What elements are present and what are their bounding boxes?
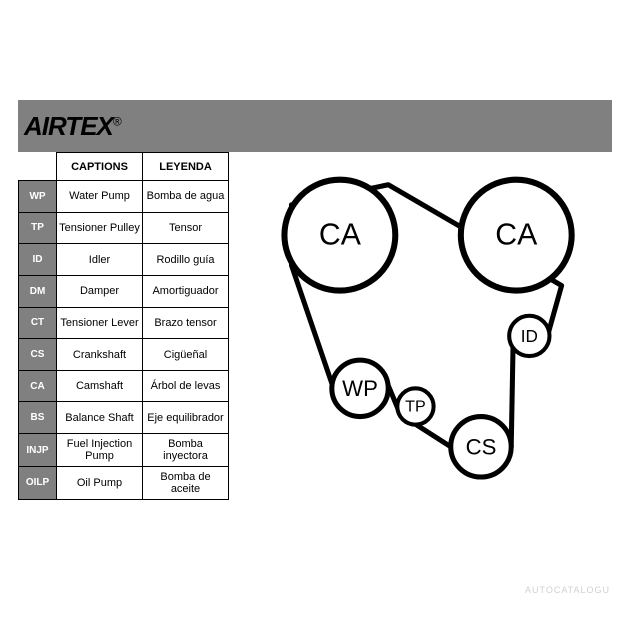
row-code: TP xyxy=(19,212,57,244)
table-row: TPTensioner PulleyTensor xyxy=(19,212,229,244)
row-caption: Balance Shaft xyxy=(57,402,143,434)
table-row: IDIdlerRodillo guía xyxy=(19,244,229,276)
table-row: CSCrankshaftCigüeñal xyxy=(19,339,229,371)
row-leyenda: Rodillo guía xyxy=(143,244,229,276)
row-code: OILP xyxy=(19,466,57,499)
row-caption: Tensioner Lever xyxy=(57,307,143,339)
captions-table: CAPTIONS LEYENDA WPWater PumpBomba de ag… xyxy=(18,152,229,500)
pulley-label-cs: CS xyxy=(466,434,497,459)
row-leyenda: Eje equilibrador xyxy=(143,402,229,434)
row-code: BS xyxy=(19,402,57,434)
row-leyenda: Brazo tensor xyxy=(143,307,229,339)
watermark: AUTOCATALOGU xyxy=(525,585,610,595)
table-row: INJPFuel Injection PumpBomba inyectora xyxy=(19,434,229,467)
row-leyenda: Tensor xyxy=(143,212,229,244)
row-caption: Idler xyxy=(57,244,143,276)
belt-diagram: CA CA ID WP TP CS xyxy=(229,152,612,500)
pulley-label-id: ID xyxy=(521,326,538,346)
diagram-svg: CA CA ID WP TP CS xyxy=(229,152,612,500)
row-code: INJP xyxy=(19,434,57,467)
header-captions: CAPTIONS xyxy=(57,153,143,181)
row-leyenda: Árbol de levas xyxy=(143,370,229,402)
table-row: WPWater PumpBomba de agua xyxy=(19,181,229,213)
row-caption: Fuel Injection Pump xyxy=(57,434,143,467)
row-caption: Tensioner Pulley xyxy=(57,212,143,244)
header-leyenda: LEYENDA xyxy=(143,153,229,181)
row-leyenda: Bomba de aceite xyxy=(143,466,229,499)
pulley-label-ca: CA xyxy=(319,219,362,252)
row-caption: Water Pump xyxy=(57,181,143,213)
row-leyenda: Amortiguador xyxy=(143,275,229,307)
row-leyenda: Bomba inyectora xyxy=(143,434,229,467)
row-leyenda: Cigüeñal xyxy=(143,339,229,371)
row-caption: Camshaft xyxy=(57,370,143,402)
row-caption: Damper xyxy=(57,275,143,307)
brand-logo: AIRTEX® xyxy=(24,111,121,142)
table-row: BSBalance ShaftEje equilibrador xyxy=(19,402,229,434)
registered-mark: ® xyxy=(113,114,121,128)
row-caption: Crankshaft xyxy=(57,339,143,371)
row-code: ID xyxy=(19,244,57,276)
header-blank xyxy=(19,153,57,181)
pulley-label-ca: CA xyxy=(495,219,538,252)
row-code: CA xyxy=(19,370,57,402)
row-code: WP xyxy=(19,181,57,213)
row-code: CS xyxy=(19,339,57,371)
table-row: DMDamperAmortiguador xyxy=(19,275,229,307)
row-leyenda: Bomba de agua xyxy=(143,181,229,213)
row-code: DM xyxy=(19,275,57,307)
table-row: CACamshaftÁrbol de levas xyxy=(19,370,229,402)
pulley-label-wp: WP xyxy=(342,376,378,401)
row-caption: Oil Pump xyxy=(57,466,143,499)
row-code: CT xyxy=(19,307,57,339)
brand-text: AIRTEX xyxy=(24,111,113,141)
table-row: CTTensioner LeverBrazo tensor xyxy=(19,307,229,339)
pulley-label-tp: TP xyxy=(405,397,426,415)
brand-header: AIRTEX® xyxy=(18,100,612,152)
table-row: OILPOil PumpBomba de aceite xyxy=(19,466,229,499)
